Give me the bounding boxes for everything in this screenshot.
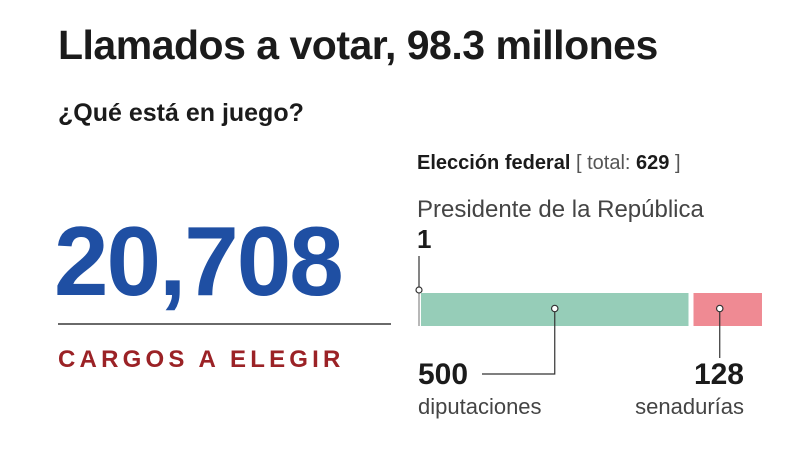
bar-presidente-dot — [415, 286, 423, 294]
divider — [58, 323, 391, 325]
value-diputaciones: 500 — [418, 358, 468, 391]
bar-senadurias — [693, 293, 762, 326]
chart-total-value: 629 — [636, 152, 669, 174]
chart-title-line: Elección federal [ total: 629 ] — [417, 152, 681, 174]
chart-total-bracket-close: ] — [675, 152, 681, 174]
page-title: Llamados a votar, 98.3 millones — [58, 22, 658, 68]
chart-title: Elección federal — [417, 152, 570, 174]
bar-senadurias-dot — [715, 304, 724, 313]
bar-diputaciones-leader — [482, 308, 556, 375]
value-presidente: 1 — [417, 224, 431, 254]
bar-diputaciones-dot — [550, 304, 559, 313]
chart-total-label: total: — [587, 152, 630, 174]
label-senadurias: senadurías — [635, 394, 744, 419]
page-subtitle: ¿Qué está en juego? — [58, 99, 304, 127]
total-positions-label: CARGOS A ELEGIR — [58, 346, 345, 373]
value-senadurias: 128 — [694, 358, 744, 391]
total-positions-number: 20,708 — [54, 206, 344, 316]
bar-presidente — [418, 293, 420, 326]
label-diputaciones: diputaciones — [418, 394, 542, 419]
chart-total-bracket-open: [ — [576, 152, 582, 174]
label-presidente: Presidente de la República — [417, 196, 705, 223]
